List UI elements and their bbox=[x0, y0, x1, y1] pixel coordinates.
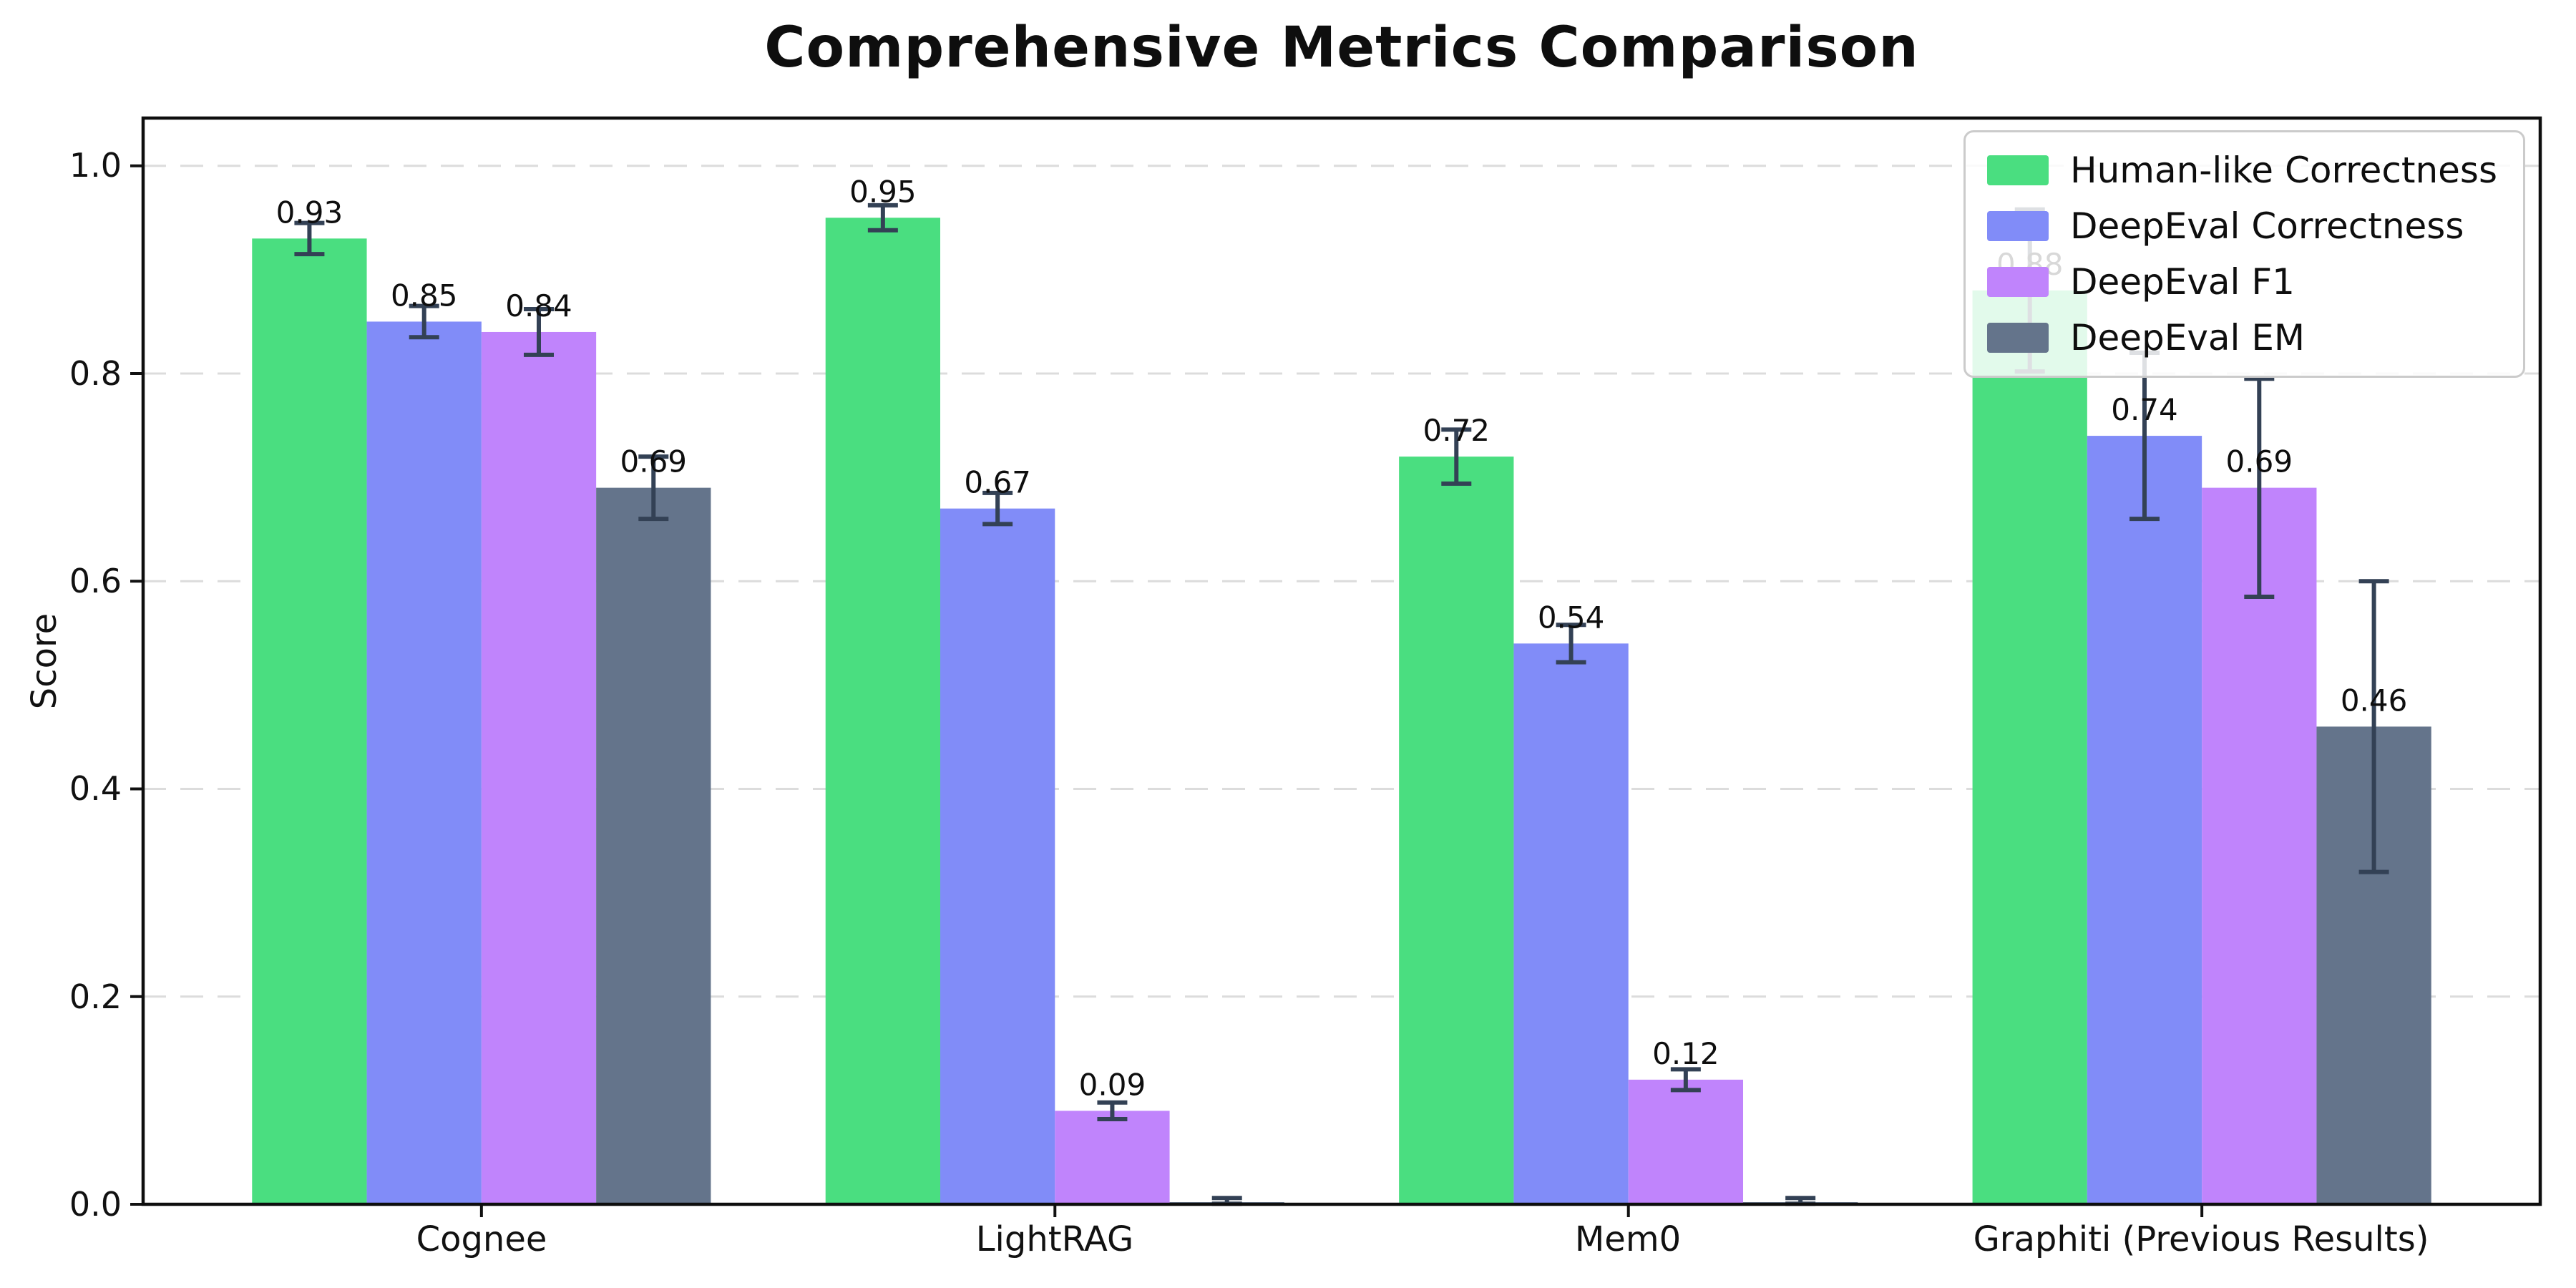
bar-deepeval-correctness-cognee bbox=[366, 321, 482, 1204]
legend-item-deepeval-em: DeepEval EM bbox=[1986, 317, 2497, 358]
bar-human-like-correctness-graphiti-previous-results bbox=[1972, 290, 2087, 1205]
y-tick-label-0.0: 0.0 bbox=[69, 1185, 122, 1224]
bar-human-like-correctness-mem0 bbox=[1399, 457, 1514, 1204]
bar-value-label-human-like-correctness-cognee: 0.93 bbox=[276, 195, 343, 230]
legend-swatch-indigo bbox=[1986, 211, 2049, 241]
bar-deepeval-f1-lightrag bbox=[1055, 1111, 1170, 1204]
legend-item-human-like-correctness: Human-like Correctness bbox=[1986, 150, 2497, 191]
y-axis-label: Score bbox=[24, 613, 64, 710]
axes-spines bbox=[141, 116, 2542, 1206]
bar-value-label-deepeval-correctness-graphiti-previous-results: 0.74 bbox=[2111, 392, 2178, 427]
bar-deepeval-f1-cognee bbox=[481, 331, 597, 1204]
legend-item-deepeval-correctness: DeepEval Correctness bbox=[1986, 205, 2497, 247]
y-tick-label-0.2: 0.2 bbox=[69, 977, 122, 1016]
legend-label: DeepEval EM bbox=[2069, 317, 2306, 358]
bar-value-label-human-like-correctness-mem0: 0.72 bbox=[1423, 413, 1491, 448]
bar-value-label-deepeval-f1-mem0: 0.12 bbox=[1652, 1036, 1719, 1071]
y-tick-label-1.0: 1.0 bbox=[69, 146, 122, 185]
bar-value-label-deepeval-em-cognee: 0.69 bbox=[620, 444, 688, 479]
chart-title: Comprehensive Metrics Comparison bbox=[764, 16, 1919, 80]
x-category-label-lightrag: LightRAG bbox=[975, 1219, 1134, 1259]
bar-human-like-correctness-cognee bbox=[252, 238, 367, 1204]
bar-value-label-deepeval-em-graphiti-previous-results: 0.46 bbox=[2341, 683, 2408, 718]
y-tick-label-0.6: 0.6 bbox=[69, 562, 122, 600]
legend-swatch-purple bbox=[1986, 267, 2049, 297]
bar-value-label-deepeval-f1-graphiti-previous-results: 0.69 bbox=[2226, 444, 2293, 479]
legend-label: DeepEval F1 bbox=[2069, 261, 2295, 303]
legend-swatch-slate bbox=[1986, 323, 2049, 353]
bar-value-label-deepeval-correctness-lightrag: 0.67 bbox=[964, 465, 1031, 500]
legend-swatch-green bbox=[1986, 155, 2049, 185]
bar-value-label-human-like-correctness-lightrag: 0.95 bbox=[849, 174, 917, 209]
bar-deepeval-f1-graphiti-previous-results bbox=[2202, 487, 2317, 1204]
legend-label: Human-like Correctness bbox=[2069, 150, 2497, 191]
bar-deepeval-correctness-lightrag bbox=[940, 508, 1055, 1204]
bar-deepeval-correctness-mem0 bbox=[1513, 643, 1629, 1204]
y-tick-label-0.4: 0.4 bbox=[69, 769, 122, 808]
bar-deepeval-correctness-graphiti-previous-results bbox=[2087, 436, 2202, 1204]
y-tick-label-0.8: 0.8 bbox=[69, 354, 122, 393]
legend-item-deepeval-f1: DeepEval F1 bbox=[1986, 261, 2497, 303]
bar-human-like-correctness-lightrag bbox=[825, 218, 940, 1204]
legend-label: DeepEval Correctness bbox=[2069, 205, 2464, 247]
bar-value-label-deepeval-f1-lightrag: 0.09 bbox=[1079, 1067, 1146, 1102]
x-category-label-graphiti: Graphiti (Previous Results) bbox=[1973, 1219, 2429, 1259]
bar-value-label-deepeval-f1-cognee: 0.84 bbox=[505, 288, 572, 323]
x-category-label-mem0: Mem0 bbox=[1574, 1219, 1682, 1259]
legend-box: Human-like Correctness DeepEval Correctn… bbox=[1963, 130, 2525, 378]
x-category-label-cognee: Cognee bbox=[416, 1219, 547, 1259]
bar-deepeval-f1-mem0 bbox=[1628, 1079, 1744, 1204]
bar-deepeval-em-cognee bbox=[596, 487, 711, 1204]
bar-value-label-deepeval-correctness-mem0: 0.54 bbox=[1538, 600, 1605, 635]
bar-value-label-deepeval-correctness-cognee: 0.85 bbox=[391, 278, 458, 313]
